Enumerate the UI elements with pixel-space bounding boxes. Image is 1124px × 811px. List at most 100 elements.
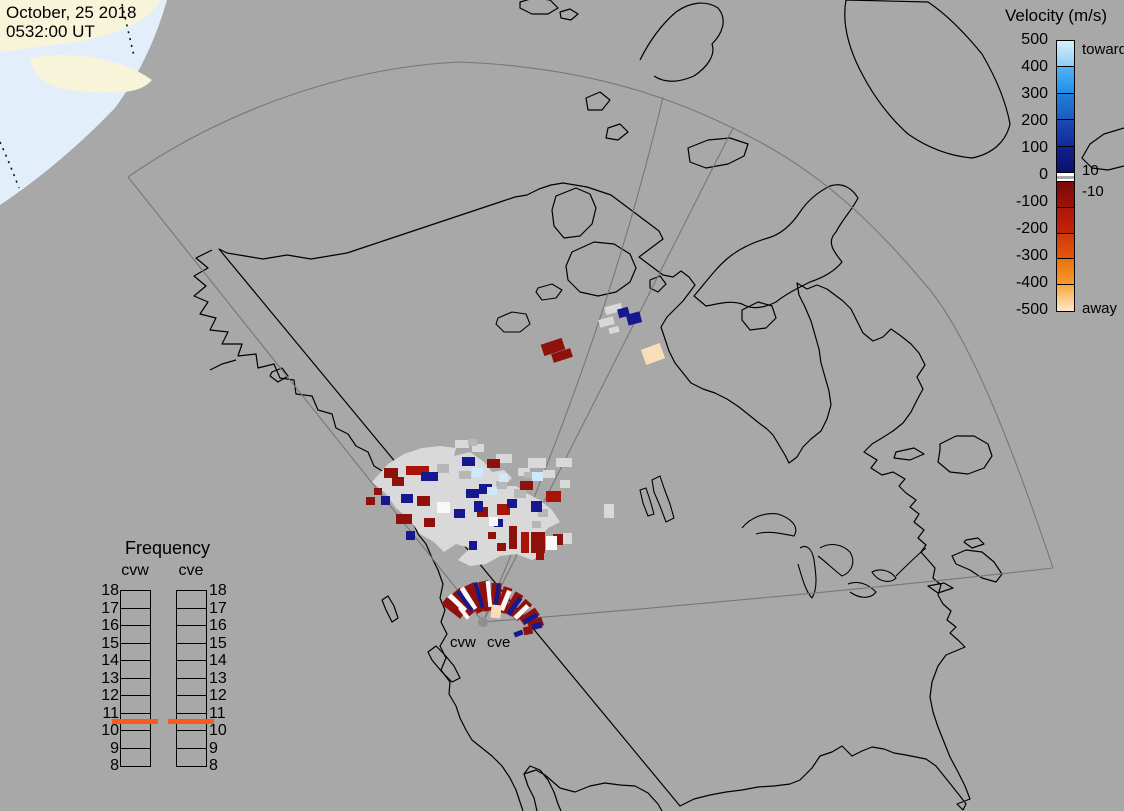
neg-threshold-label: -10	[1082, 183, 1104, 200]
freq-tick-label: 10	[101, 722, 119, 739]
velocity-legend-title: Velocity (m/s)	[1005, 6, 1108, 25]
freq-ladder-rung	[121, 749, 150, 767]
frequency-legend: Frequency cvw cve 18 17 16 15 14 13 12 11 10 9 8 1…	[95, 538, 240, 778]
data-cell	[488, 532, 496, 539]
data-cell	[424, 518, 435, 527]
data-cell	[521, 532, 529, 553]
data-cell	[381, 496, 390, 505]
velocity-colorbar-segment	[1057, 181, 1074, 208]
data-cell	[466, 489, 479, 498]
velocity-colorbar-segment	[1057, 41, 1074, 68]
data-cell	[474, 501, 483, 512]
freq-ladder-rung	[177, 661, 206, 679]
freq-ladder-rung	[177, 626, 206, 644]
dayside-land	[30, 55, 152, 93]
data-cell	[536, 551, 544, 560]
dayside-region	[0, 0, 167, 205]
velocity-colorbar-segment	[1057, 207, 1074, 234]
freq-tick-label: 13	[101, 669, 119, 687]
data-cell	[528, 458, 546, 468]
freq-ladder-rung	[177, 609, 206, 626]
freq-tick-label: 16	[209, 617, 227, 634]
frequency-legend-title: Frequency	[124, 538, 211, 558]
data-cell	[374, 488, 382, 495]
velocity-colorbar-segment	[1057, 93, 1074, 121]
freq-ladder-rung	[177, 714, 206, 731]
data-cell	[406, 466, 429, 475]
data-cell	[625, 311, 643, 326]
data-cell	[496, 454, 512, 463]
data-cell	[366, 497, 375, 505]
freq-ladder-rung	[121, 731, 150, 749]
data-cell	[494, 519, 503, 527]
data-cell	[640, 343, 666, 365]
velocity-tick-label: -400	[1015, 274, 1048, 291]
freq-ladder-rung	[177, 679, 206, 696]
data-cell	[468, 439, 477, 446]
data-cell	[479, 484, 492, 494]
freq-tick-label: 14	[209, 652, 227, 669]
data-cell	[598, 316, 615, 328]
freq-tick-label: 18	[209, 582, 227, 599]
data-cell	[421, 472, 438, 481]
data-cell	[563, 533, 572, 544]
velocity-tick-label: -300	[1015, 247, 1048, 264]
away-label: away	[1082, 300, 1118, 317]
freq-tick-label: 17	[101, 599, 119, 617]
freq-column-label-cve: cve	[178, 562, 204, 579]
data-cell	[406, 531, 415, 540]
freq-tick-label: 8	[110, 757, 119, 774]
freq-tick-label: 13	[209, 669, 227, 687]
data-cell	[532, 472, 543, 481]
data-cell	[392, 477, 404, 486]
velocity-tick-label: -200	[1015, 220, 1048, 237]
data-cell	[489, 517, 498, 526]
radar-label-cve: cve	[487, 634, 511, 651]
fov-boundary	[127, 61, 1054, 623]
velocity-tick-label: 300	[1021, 85, 1048, 102]
data-cell	[522, 625, 534, 636]
freq-ladder-rung	[177, 696, 206, 714]
data-cell	[538, 509, 548, 517]
velocity-tick-label: 500	[1021, 31, 1048, 48]
freq-tick-label: 15	[209, 634, 227, 652]
data-cell	[459, 471, 471, 479]
freq-ladder-rung	[121, 644, 150, 661]
data-cell	[455, 440, 469, 448]
dayside-ocean	[0, 0, 167, 205]
freq-ladder-rung	[121, 609, 150, 626]
data-cell	[608, 325, 620, 335]
data-cell	[513, 629, 524, 638]
freq-ladder-rung	[177, 644, 206, 661]
freq-ladder-rung	[177, 591, 206, 609]
freq-tick-label: 12	[209, 687, 227, 704]
data-cell	[437, 464, 449, 473]
velocity-colorbar-segment	[1057, 259, 1074, 286]
freq-tick-label: 17	[209, 599, 227, 617]
data-cell	[546, 491, 561, 502]
velocity-tick-label: 200	[1021, 112, 1048, 129]
data-cell	[384, 468, 398, 478]
data-cell	[553, 534, 563, 545]
velocity-tick-label: 400	[1021, 58, 1048, 75]
data-cell	[496, 481, 507, 489]
velocity-colorbar-segment	[1057, 67, 1074, 94]
data-cell	[556, 458, 572, 467]
data-cell	[472, 468, 483, 477]
data-cell	[458, 606, 470, 620]
radar-site-dot	[478, 617, 488, 627]
velocity-tick-label: 0	[1039, 166, 1048, 183]
data-cell	[543, 470, 555, 478]
freq-tick-label: 16	[101, 617, 119, 634]
data-cell	[532, 521, 541, 528]
freq-ladder-rung	[121, 696, 150, 714]
radar-label-cvw: cvw	[450, 634, 476, 651]
coastline	[193, 0, 1124, 811]
freq-tick-label: 12	[101, 687, 119, 704]
pos-threshold-label: 10	[1082, 162, 1099, 179]
time-label: 0532:00 UT	[6, 22, 95, 41]
freq-ladder-rung	[177, 749, 206, 767]
data-cell	[531, 621, 543, 631]
velocity-colorbar-segment	[1057, 233, 1074, 260]
